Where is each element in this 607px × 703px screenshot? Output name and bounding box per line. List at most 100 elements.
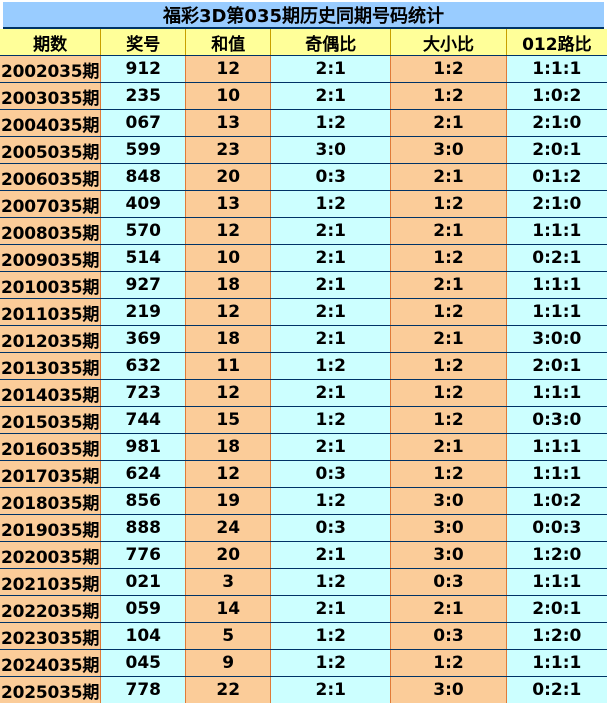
- cell-sum: 15: [186, 407, 271, 434]
- title-bar-wrapper: 福彩3D第035期历史同期号码统计: [0, 0, 607, 29]
- cell-sum: 3: [186, 569, 271, 596]
- cell-bigsmall: 2:1: [391, 110, 506, 137]
- cell-number: 888: [101, 515, 186, 542]
- cell-sum: 13: [186, 191, 271, 218]
- cell-bigsmall: 1:2: [391, 245, 506, 272]
- cell-route012: 2:0:1: [506, 596, 607, 623]
- cell-bigsmall: 2:1: [391, 596, 506, 623]
- cell-number: 514: [101, 245, 186, 272]
- cell-number: 744: [101, 407, 186, 434]
- page-title-bar: 福彩3D第035期历史同期号码统计: [3, 2, 604, 29]
- cell-period: 2020035期: [0, 542, 101, 569]
- cell-sum: 22: [186, 677, 271, 703]
- cell-oddeven: 2:1: [271, 56, 391, 83]
- cell-number: 369: [101, 326, 186, 353]
- cell-oddeven: 1:2: [271, 569, 391, 596]
- cell-number: 776: [101, 542, 186, 569]
- column-header-oddeven[interactable]: 奇偶比: [271, 29, 391, 56]
- page-title: 福彩3D第035期历史同期号码统计: [163, 2, 444, 28]
- column-header-route012[interactable]: 012路比: [506, 29, 607, 56]
- cell-bigsmall: 0:3: [391, 623, 506, 650]
- cell-period: 2016035期: [0, 434, 101, 461]
- cell-period: 2025035期: [0, 677, 101, 703]
- cell-sum: 20: [186, 542, 271, 569]
- cell-bigsmall: 3:0: [391, 542, 506, 569]
- cell-route012: 0:2:1: [506, 677, 607, 703]
- cell-route012: 1:0:2: [506, 488, 607, 515]
- cell-oddeven: 2:1: [271, 218, 391, 245]
- cell-route012: 2:0:1: [506, 353, 607, 380]
- cell-sum: 23: [186, 137, 271, 164]
- cell-period: 2010035期: [0, 272, 101, 299]
- cell-sum: 18: [186, 434, 271, 461]
- cell-sum: 12: [186, 56, 271, 83]
- cell-route012: 0:0:3: [506, 515, 607, 542]
- cell-period: 2014035期: [0, 380, 101, 407]
- cell-period: 2013035期: [0, 353, 101, 380]
- cell-sum: 14: [186, 596, 271, 623]
- cell-bigsmall: 1:2: [391, 191, 506, 218]
- cell-bigsmall: 0:3: [391, 569, 506, 596]
- cell-bigsmall: 1:2: [391, 353, 506, 380]
- cell-bigsmall: 3:0: [391, 515, 506, 542]
- column-header-sum[interactable]: 和值: [186, 29, 271, 56]
- cell-oddeven: 0:3: [271, 461, 391, 488]
- cell-oddeven: 1:2: [271, 623, 391, 650]
- cell-period: 2023035期: [0, 623, 101, 650]
- cell-route012: 3:0:0: [506, 326, 607, 353]
- column-header-bigsmall[interactable]: 大小比: [391, 29, 506, 56]
- cell-route012: 1:1:1: [506, 569, 607, 596]
- cell-period: 2004035期: [0, 110, 101, 137]
- cell-bigsmall: 1:2: [391, 299, 506, 326]
- cell-sum: 20: [186, 164, 271, 191]
- cell-number: 981: [101, 434, 186, 461]
- cell-sum: 24: [186, 515, 271, 542]
- cell-oddeven: 3:0: [271, 137, 391, 164]
- cell-period: 2005035期: [0, 137, 101, 164]
- cell-oddeven: 1:2: [271, 407, 391, 434]
- cell-number: 778: [101, 677, 186, 703]
- cell-period: 2003035期: [0, 83, 101, 110]
- cell-sum: 18: [186, 326, 271, 353]
- cell-oddeven: 1:2: [271, 488, 391, 515]
- cell-oddeven: 2:1: [271, 326, 391, 353]
- cell-bigsmall: 1:2: [391, 461, 506, 488]
- cell-bigsmall: 3:0: [391, 677, 506, 703]
- cell-number: 235: [101, 83, 186, 110]
- cell-oddeven: 1:2: [271, 353, 391, 380]
- column-header-period[interactable]: 期数: [0, 29, 101, 56]
- cell-bigsmall: 2:1: [391, 218, 506, 245]
- cell-bigsmall: 1:2: [391, 56, 506, 83]
- cell-bigsmall: 1:2: [391, 407, 506, 434]
- column-header-number[interactable]: 奖号: [101, 29, 186, 56]
- cell-oddeven: 2:1: [271, 83, 391, 110]
- cell-period: 2009035期: [0, 245, 101, 272]
- cell-route012: 0:2:1: [506, 245, 607, 272]
- cell-number: 059: [101, 596, 186, 623]
- cell-bigsmall: 2:1: [391, 272, 506, 299]
- cell-route012: 1:1:1: [506, 434, 607, 461]
- cell-period: 2024035期: [0, 650, 101, 677]
- cell-period: 2006035期: [0, 164, 101, 191]
- cell-oddeven: 2:1: [271, 380, 391, 407]
- cell-period: 2022035期: [0, 596, 101, 623]
- cell-route012: 0:3:0: [506, 407, 607, 434]
- cell-route012: 1:2:0: [506, 623, 607, 650]
- cell-number: 570: [101, 218, 186, 245]
